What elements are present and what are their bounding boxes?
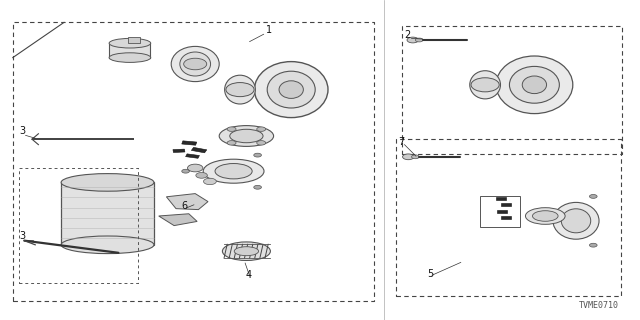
Bar: [191, 148, 207, 153]
Circle shape: [227, 127, 236, 132]
Circle shape: [184, 58, 207, 70]
Circle shape: [226, 83, 254, 97]
Ellipse shape: [172, 46, 219, 82]
Ellipse shape: [532, 211, 558, 221]
Ellipse shape: [215, 164, 252, 179]
Text: 6: 6: [181, 201, 188, 211]
Ellipse shape: [204, 159, 264, 183]
Ellipse shape: [230, 129, 263, 143]
Ellipse shape: [180, 52, 211, 76]
Circle shape: [415, 38, 423, 42]
Ellipse shape: [470, 71, 500, 99]
Text: 7: 7: [398, 137, 404, 147]
Circle shape: [407, 37, 419, 43]
Circle shape: [182, 169, 189, 173]
Polygon shape: [159, 214, 197, 226]
Circle shape: [257, 127, 266, 132]
Ellipse shape: [61, 236, 154, 253]
Ellipse shape: [522, 76, 547, 94]
Circle shape: [204, 178, 216, 185]
Circle shape: [253, 153, 261, 157]
Circle shape: [253, 185, 261, 189]
Text: 5: 5: [428, 269, 434, 279]
Bar: [501, 203, 511, 206]
Text: 2: 2: [404, 30, 411, 40]
Circle shape: [589, 243, 597, 247]
Text: 4: 4: [245, 270, 252, 280]
Text: TVME0710: TVME0710: [579, 301, 618, 310]
Ellipse shape: [496, 56, 573, 114]
Ellipse shape: [561, 209, 591, 233]
Ellipse shape: [553, 203, 599, 239]
Ellipse shape: [61, 173, 154, 191]
Text: 3: 3: [19, 231, 26, 241]
Circle shape: [471, 78, 499, 92]
Circle shape: [538, 219, 545, 223]
Ellipse shape: [219, 126, 274, 147]
Circle shape: [257, 140, 266, 145]
Circle shape: [589, 195, 597, 198]
Bar: [186, 154, 200, 158]
Bar: [501, 216, 511, 219]
Bar: [496, 197, 506, 200]
Ellipse shape: [109, 53, 151, 62]
Text: 3: 3: [19, 126, 26, 136]
Ellipse shape: [109, 38, 151, 48]
Bar: [173, 149, 185, 153]
Ellipse shape: [225, 75, 255, 104]
Ellipse shape: [525, 208, 565, 224]
Ellipse shape: [223, 242, 270, 260]
Circle shape: [403, 154, 414, 160]
Circle shape: [227, 140, 236, 145]
Bar: [61, 182, 154, 245]
Circle shape: [196, 172, 207, 178]
Ellipse shape: [254, 62, 328, 118]
Bar: [497, 210, 507, 213]
Polygon shape: [166, 194, 208, 210]
Bar: [480, 196, 520, 227]
Circle shape: [188, 164, 203, 172]
Bar: [182, 141, 196, 145]
Ellipse shape: [234, 247, 259, 256]
Ellipse shape: [268, 71, 315, 108]
Ellipse shape: [509, 67, 559, 103]
Ellipse shape: [279, 81, 303, 99]
Circle shape: [412, 155, 419, 159]
Text: 1: 1: [266, 25, 272, 35]
Bar: [128, 37, 140, 43]
Bar: [109, 43, 150, 58]
